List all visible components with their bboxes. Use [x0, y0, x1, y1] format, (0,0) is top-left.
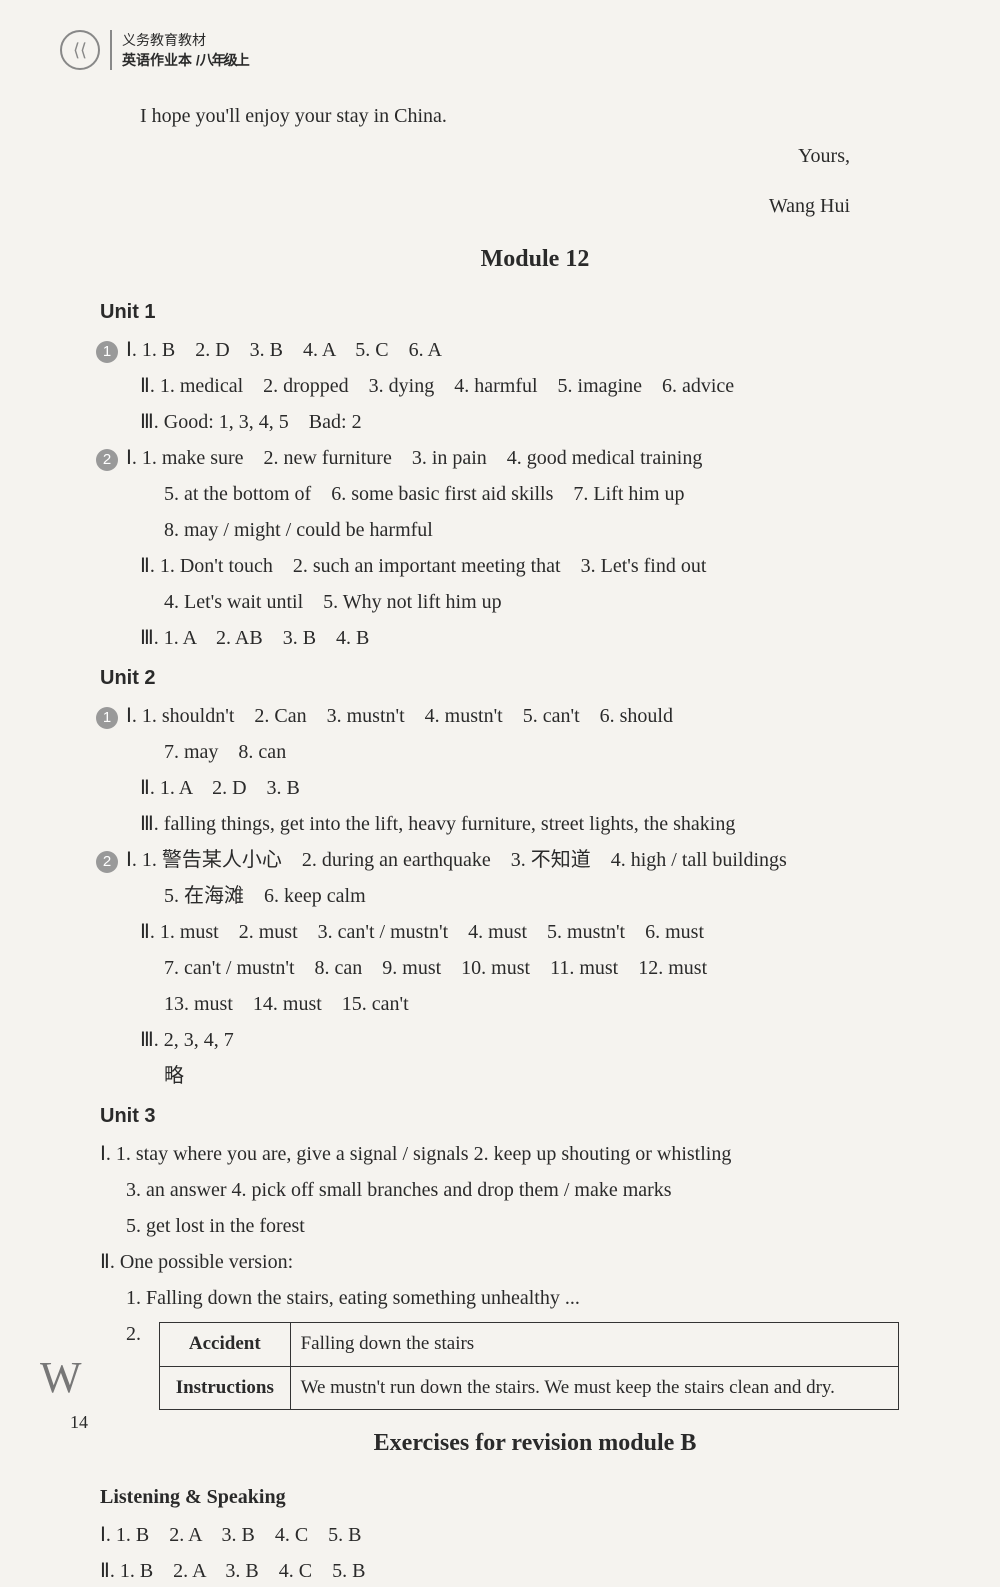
watermark-icon: W: [40, 1352, 82, 1403]
main-content: I hope you'll enjoy your stay in China. …: [50, 100, 930, 1587]
badge-1b: 1: [96, 707, 118, 729]
table-wrapper: 2. Accident Falling down the stairs Inst…: [126, 1318, 930, 1410]
u2-block2-line: 2Ⅰ. 1. 警告某人小心 2. during an earthquake 3.…: [140, 844, 930, 876]
u1-block2-line: 8. may / might / could be harmful: [140, 514, 930, 546]
u2-block1-line: 1Ⅰ. 1. shouldn't 2. Can 3. mustn't 4. mu…: [140, 700, 930, 732]
u3-line: Ⅰ. 1. stay where you are, give a signal …: [100, 1138, 930, 1170]
u3-line: 3. an answer 4. pick off small branches …: [126, 1174, 930, 1206]
u1-block2-line: Ⅲ. 1. A 2. AB 3. B 4. B: [140, 622, 930, 654]
page-number: 14: [70, 1412, 88, 1433]
u2-block2-line: 13. must 14. must 15. can't: [140, 988, 930, 1020]
signature-yours: Yours,: [140, 140, 930, 172]
u2-block2-line: Ⅲ. 2, 3, 4, 7: [140, 1024, 930, 1056]
td-instructions: We mustn't run down the stairs. We must …: [290, 1366, 898, 1409]
module-title: Module 12: [140, 240, 930, 278]
u2-block2-lue: 略: [140, 1060, 930, 1092]
page-header: ⟨⟨ 义务教育教材 英语作业本 /八年级上: [60, 30, 930, 70]
listening-line: Ⅰ. 1. B 2. A 3. B 4. C 5. B: [100, 1519, 930, 1551]
header-line-2: 英语作业本 /八年级上: [122, 50, 248, 70]
top-sentence: I hope you'll enjoy your stay in China.: [140, 100, 930, 132]
table-row: Instructions We mustn't run down the sta…: [160, 1366, 899, 1409]
u1-block2-line: 4. Let's wait until 5. Why not lift him …: [140, 586, 930, 618]
u2-block1-line: Ⅲ. falling things, get into the lift, he…: [140, 808, 930, 840]
item-number-2: 2.: [126, 1318, 141, 1350]
exercises-title: Exercises for revision module B: [140, 1424, 930, 1462]
listening-line: Ⅱ. 1. B 2. A 3. B 4. C 5. B: [100, 1555, 930, 1587]
unit2-title: Unit 2: [100, 662, 930, 694]
unit3-title: Unit 3: [100, 1100, 930, 1132]
header-line-1: 义务教育教材: [122, 30, 248, 50]
header-text: 义务教育教材 英语作业本 /八年级上: [110, 30, 248, 70]
u1-block1-line: 1Ⅰ. 1. B 2. D 3. B 4. A 5. C 6. A: [140, 334, 930, 366]
u3-line: 1. Falling down the stairs, eating somet…: [126, 1282, 930, 1314]
u3-line: Ⅱ. One possible version:: [100, 1246, 930, 1278]
th-accident: Accident: [160, 1323, 291, 1366]
badge-2: 2: [96, 449, 118, 471]
signature-name: Wang Hui: [140, 190, 930, 222]
logo-icon: ⟨⟨: [60, 30, 100, 70]
accident-table: Accident Falling down the stairs Instruc…: [159, 1322, 899, 1410]
u3-line: 5. get lost in the forest: [126, 1210, 930, 1242]
u2-block1-line: 7. may 8. can: [140, 736, 930, 768]
unit1-title: Unit 1: [100, 296, 930, 328]
listening-title: Listening & Speaking: [100, 1481, 930, 1513]
badge-2b: 2: [96, 851, 118, 873]
u1-block2-line: 5. at the bottom of 6. some basic first …: [140, 478, 930, 510]
u2-block1-line: Ⅱ. 1. A 2. D 3. B: [140, 772, 930, 804]
u2-block2-line: 7. can't / mustn't 8. can 9. must 10. mu…: [140, 952, 930, 984]
th-instructions: Instructions: [160, 1366, 291, 1409]
u1-block2-line: Ⅱ. 1. Don't touch 2. such an important m…: [140, 550, 930, 582]
u1-block1-line: Ⅱ. 1. medical 2. dropped 3. dying 4. har…: [140, 370, 930, 402]
u2-block2-line: 5. 在海滩 6. keep calm: [140, 880, 930, 912]
u2-block2-line: Ⅱ. 1. must 2. must 3. can't / mustn't 4.…: [140, 916, 930, 948]
u1-block2-line: 2Ⅰ. 1. make sure 2. new furniture 3. in …: [140, 442, 930, 474]
u1-block1-line: Ⅲ. Good: 1, 3, 4, 5 Bad: 2: [140, 406, 930, 438]
td-accident: Falling down the stairs: [290, 1323, 898, 1366]
table-row: Accident Falling down the stairs: [160, 1323, 899, 1366]
badge-1: 1: [96, 341, 118, 363]
